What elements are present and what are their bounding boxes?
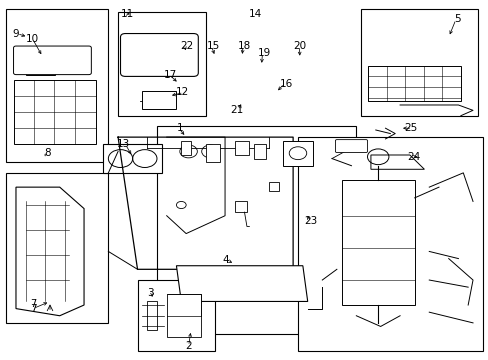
Bar: [6, 9, 108, 162]
Text: 2: 2: [185, 341, 191, 351]
Bar: [166, 294, 201, 337]
Bar: [6, 173, 108, 323]
Text: 5: 5: [453, 14, 460, 24]
Text: 17: 17: [164, 69, 177, 80]
Text: 4: 4: [222, 255, 229, 265]
Text: 20: 20: [292, 41, 305, 51]
Text: 24: 24: [407, 152, 420, 162]
Bar: [147, 301, 157, 330]
Text: 19: 19: [257, 48, 270, 58]
FancyBboxPatch shape: [335, 140, 367, 153]
Polygon shape: [16, 187, 84, 316]
Bar: [268, 182, 278, 191]
Bar: [205, 144, 220, 162]
Bar: [361, 9, 477, 116]
Bar: [137, 280, 215, 351]
FancyBboxPatch shape: [14, 80, 96, 144]
Bar: [181, 141, 191, 155]
Bar: [341, 180, 414, 305]
Text: 15: 15: [206, 41, 220, 51]
Bar: [157, 126, 356, 334]
FancyBboxPatch shape: [120, 33, 198, 76]
Text: 3: 3: [147, 288, 154, 297]
FancyBboxPatch shape: [103, 144, 162, 173]
Polygon shape: [370, 155, 424, 169]
Text: 18: 18: [238, 41, 251, 51]
Text: 25: 25: [403, 123, 416, 133]
Text: 9: 9: [12, 28, 19, 39]
Text: 7: 7: [30, 303, 36, 314]
Bar: [234, 141, 249, 155]
Text: 14: 14: [248, 9, 261, 19]
Bar: [368, 66, 460, 102]
Text: 7: 7: [30, 298, 36, 309]
Bar: [234, 202, 246, 212]
Text: 1: 1: [177, 123, 183, 133]
Text: 16: 16: [279, 78, 292, 89]
Polygon shape: [176, 266, 307, 301]
Bar: [297, 137, 482, 351]
Text: 13: 13: [117, 139, 130, 149]
Text: 12: 12: [175, 87, 188, 98]
Text: 23: 23: [304, 216, 317, 226]
Bar: [283, 141, 312, 166]
Text: 22: 22: [180, 41, 193, 51]
Bar: [142, 91, 176, 109]
Text: 8: 8: [44, 148, 51, 158]
Text: 21: 21: [230, 105, 243, 115]
Text: 11: 11: [120, 9, 134, 19]
FancyBboxPatch shape: [14, 46, 91, 75]
Bar: [254, 144, 266, 158]
FancyBboxPatch shape: [26, 57, 55, 75]
Text: 10: 10: [26, 34, 39, 44]
Bar: [118, 12, 205, 116]
